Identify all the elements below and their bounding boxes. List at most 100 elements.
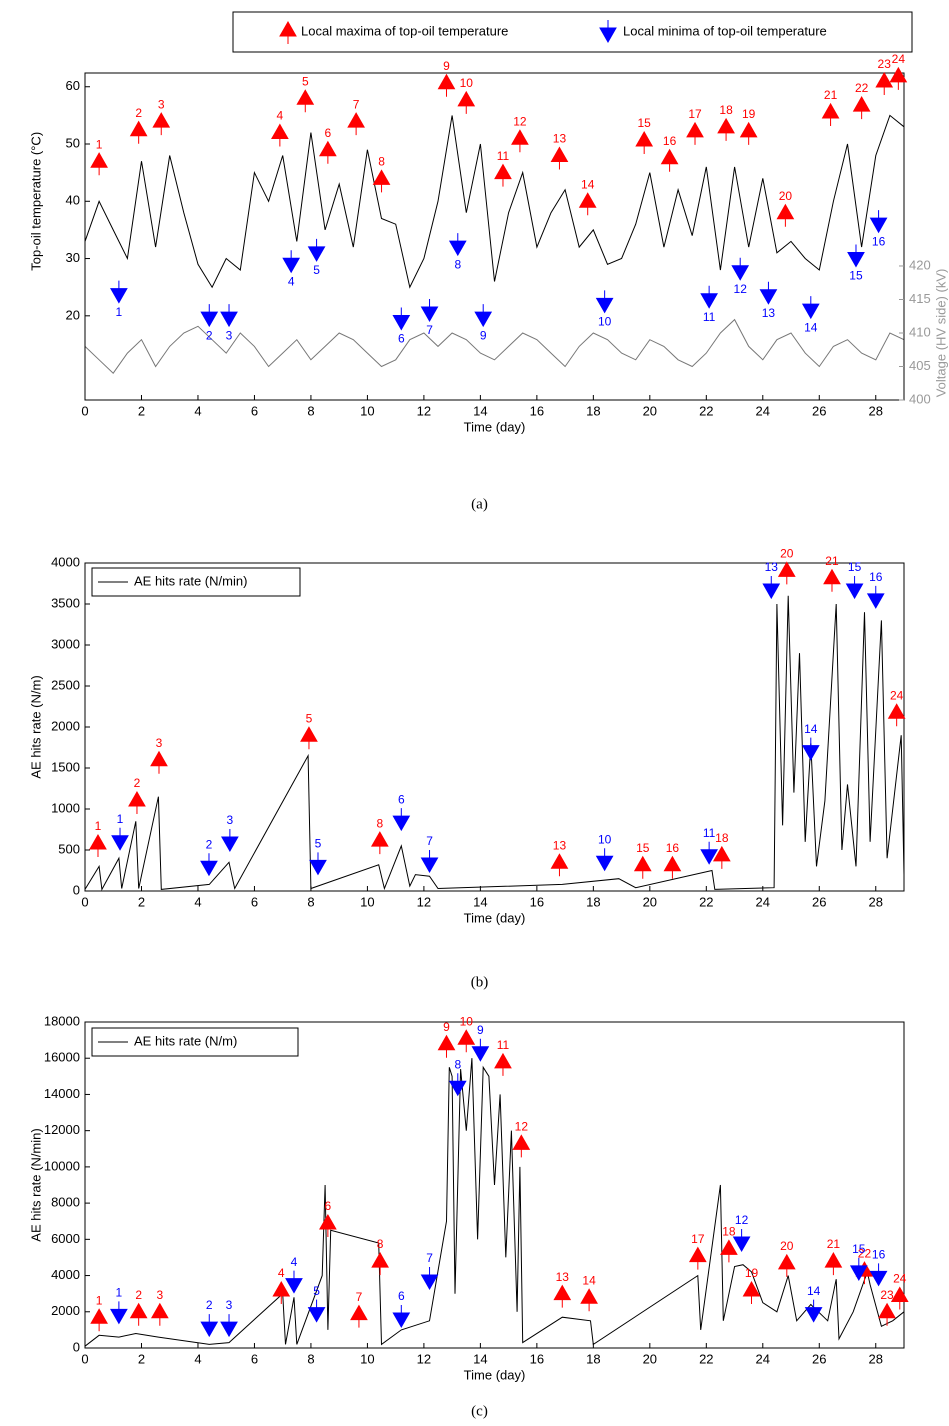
minimum-label: 16 [872, 1248, 886, 1262]
minimum-label: 5 [313, 263, 320, 277]
maximum-label: 13 [553, 132, 567, 146]
maximum-label: 16 [663, 134, 677, 148]
y-axis-label: Top-oil temperature (°C) [28, 132, 43, 271]
maximum-marker [739, 121, 758, 145]
minimum-marker [869, 210, 888, 234]
x-tick-label: 18 [586, 1351, 600, 1366]
series-line [84, 1058, 905, 1347]
minimum-label: 16 [872, 234, 886, 248]
y-tick-label: 1000 [51, 800, 80, 815]
minimum-label: 3 [226, 1298, 233, 1312]
maximum-marker [511, 129, 529, 153]
minimum-marker [866, 585, 885, 609]
maximum-label: 2 [134, 776, 141, 790]
legend-label: AE hits rate (N/m) [134, 1033, 237, 1048]
x-tick-label: 20 [643, 1351, 657, 1366]
maximum-marker [457, 90, 476, 114]
maximum-marker [129, 120, 148, 144]
minimum-label: 7 [426, 834, 433, 848]
maximum-marker [635, 130, 654, 155]
maximum-label: 21 [827, 1237, 841, 1251]
minimum-marker [110, 1301, 128, 1325]
caption: (c) [471, 1403, 488, 1419]
x-tick-label: 18 [586, 403, 600, 418]
maximum-label: 1 [96, 1293, 103, 1307]
legend-label: Local minima of top-oil temperature [623, 23, 827, 38]
x-tick-label: 4 [194, 403, 201, 418]
maximum-label: 20 [779, 189, 793, 203]
maximum-marker [580, 1288, 598, 1312]
x-tick-label: 8 [307, 894, 314, 909]
x-tick-label: 24 [756, 1351, 770, 1366]
minimum-marker [220, 1314, 238, 1338]
x-tick-label: 28 [869, 1351, 883, 1366]
maximum-label: 10 [460, 76, 474, 90]
minimum-marker [420, 849, 439, 873]
maximum-label: 5 [302, 74, 309, 88]
maximum-marker [319, 1214, 337, 1238]
minimum-label: 2 [206, 1298, 213, 1312]
maximum-marker [686, 121, 704, 145]
maximum-marker [821, 102, 840, 126]
minimum-marker [420, 1266, 439, 1290]
maximum-marker [776, 203, 795, 227]
minimum-label: 12 [734, 282, 748, 296]
minimum-label: 6 [398, 332, 405, 346]
minimum-marker [595, 848, 614, 872]
maximum-marker [150, 1302, 169, 1326]
maximum-marker [553, 1284, 572, 1308]
y-tick-label: 40 [66, 193, 80, 208]
x-tick-label: 6 [251, 403, 258, 418]
minimum-marker [700, 285, 718, 309]
caption: (a) [471, 496, 488, 512]
x-tick-label: 0 [81, 403, 88, 418]
maximum-marker [296, 89, 315, 113]
minimum-label: 3 [227, 813, 234, 827]
x-tick-label: 12 [417, 894, 431, 909]
y-tick-label: 2500 [51, 677, 80, 692]
minimum-marker [307, 238, 326, 262]
minimum-label: 9 [477, 1023, 484, 1037]
maximum-label: 12 [515, 1120, 529, 1134]
maximum-marker [720, 1239, 738, 1263]
y-tick-label: 500 [58, 841, 80, 856]
x-tick-label: 6 [251, 894, 258, 909]
minimum-marker [392, 808, 411, 832]
y2-tick-label: 415 [909, 291, 931, 306]
maximum-label: 24 [893, 1272, 907, 1286]
x-tick-label: 0 [81, 894, 88, 909]
x-tick-label: 4 [194, 894, 201, 909]
minimum-label: 2 [206, 328, 213, 342]
minimum-marker [845, 576, 864, 600]
legend-label: AE hits rate (N/min) [134, 573, 247, 588]
minimum-label: 13 [762, 306, 776, 320]
maximum-marker [90, 1308, 108, 1332]
minimum-label: 15 [848, 560, 862, 574]
y-tick-label: 0 [73, 882, 80, 897]
maximum-marker [350, 1304, 368, 1328]
plot-frame [84, 72, 905, 401]
x-tick-label: 18 [586, 894, 600, 909]
y-tick-label: 3500 [51, 595, 80, 610]
minimum-label: 1 [116, 1286, 123, 1300]
x-tick-label: 12 [417, 1351, 431, 1366]
maximum-marker [633, 855, 652, 879]
maximum-marker [660, 148, 679, 172]
minimum-marker [847, 244, 865, 268]
maximum-label: 22 [858, 1246, 872, 1260]
maximum-label: 8 [376, 816, 383, 830]
maximum-label: 15 [636, 841, 650, 855]
y-tick-label: 10000 [44, 1158, 80, 1173]
minimum-marker [111, 827, 129, 851]
maximum-marker [457, 1029, 476, 1053]
maximum-marker [150, 750, 168, 774]
x-tick-label: 26 [812, 1351, 826, 1366]
maximum-marker [663, 855, 682, 879]
x-tick-label: 22 [699, 894, 713, 909]
x-tick-label: 6 [251, 1351, 258, 1366]
minimum-marker [595, 290, 614, 314]
minimum-label: 14 [804, 320, 818, 334]
minimum-label: 4 [288, 274, 295, 288]
